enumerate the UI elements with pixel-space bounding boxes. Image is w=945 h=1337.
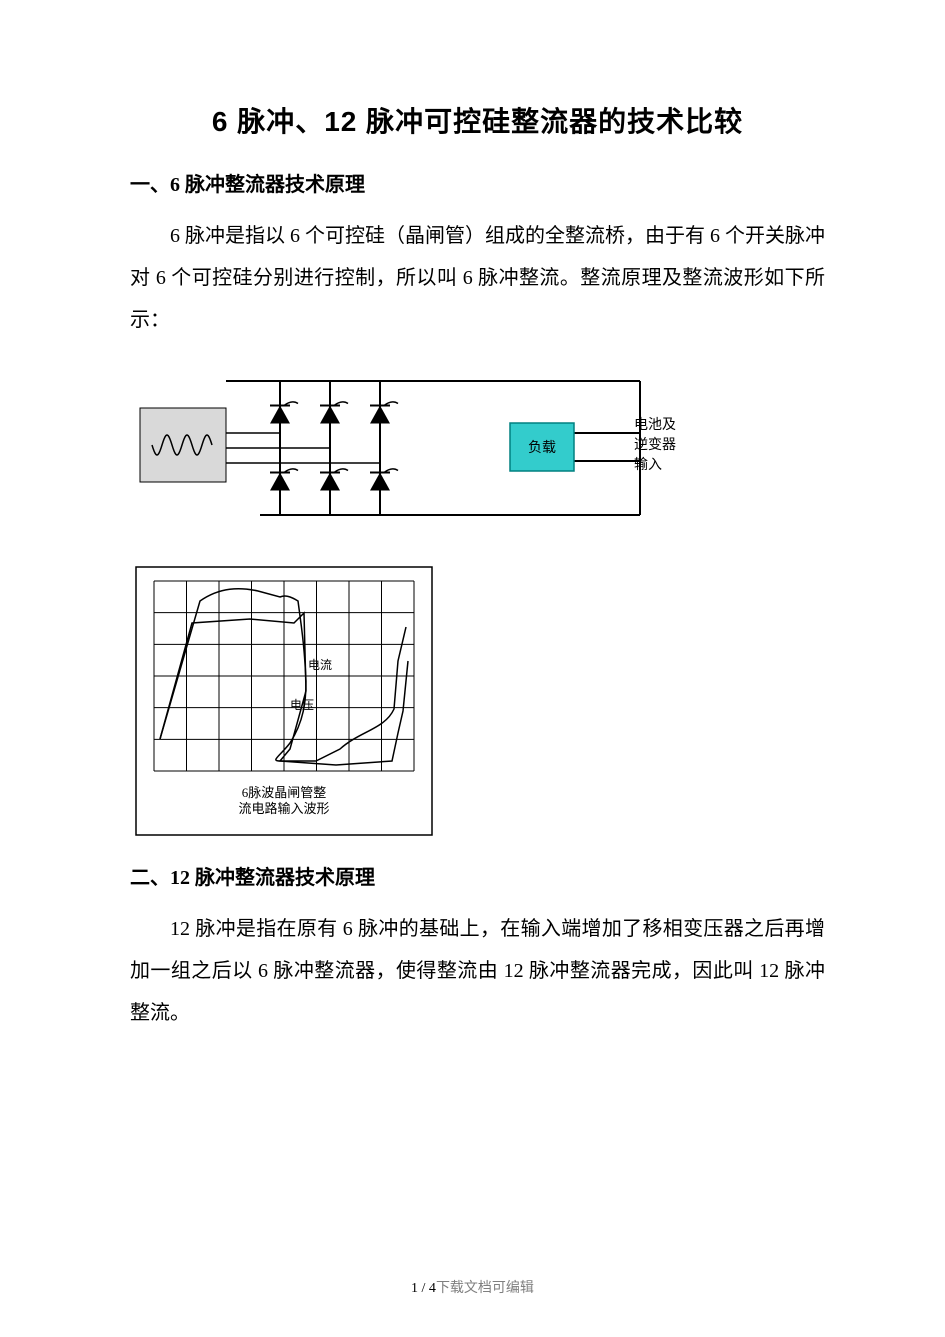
svg-text:输入: 输入	[634, 457, 662, 473]
svg-text:负载: 负载	[528, 440, 556, 456]
document-page: 6 脉冲、12 脉冲可控硅整流器的技术比较 一、6 脉冲整流器技术原理 6 脉冲…	[0, 0, 945, 1337]
waveform-diagram: 电流电压 6脉波晶闸管整流电路输入波形	[130, 561, 825, 841]
svg-text:逆变器: 逆变器	[634, 437, 676, 453]
svg-text:6脉波晶闸管整: 6脉波晶闸管整	[242, 785, 327, 800]
svg-text:电流: 电流	[308, 658, 332, 672]
circuit-diagram: 负载 电池及逆变器输入	[130, 353, 825, 543]
footer-note: 下载文档可编辑	[436, 1281, 534, 1296]
section-2-heading: 二、12 脉冲整流器技术原理	[130, 861, 825, 890]
body-paragraph-2: 12 脉冲是指在原有 6 脉冲的基础上，在输入端增加了移相变压器之后再增加一组之…	[130, 908, 825, 1034]
svg-text:电压: 电压	[290, 698, 314, 712]
page-footer: 1 / 4下载文档可编辑	[0, 1277, 945, 1297]
body-paragraph-1: 6 脉冲是指以 6 个可控硅（晶闸管）组成的全整流桥，由于有 6 个开关脉冲对 …	[130, 215, 825, 341]
page-number: 1 / 4	[411, 1281, 436, 1296]
circuit-diagram-svg: 负载 电池及逆变器输入	[130, 353, 690, 543]
svg-text:流电路输入波形: 流电路输入波形	[238, 801, 329, 816]
svg-text:电池及: 电池及	[634, 417, 676, 433]
page-title: 6 脉冲、12 脉冲可控硅整流器的技术比较	[130, 100, 825, 140]
section-1-heading: 一、6 脉冲整流器技术原理	[130, 168, 825, 197]
waveform-diagram-svg: 电流电压 6脉波晶闸管整流电路输入波形	[130, 561, 438, 841]
